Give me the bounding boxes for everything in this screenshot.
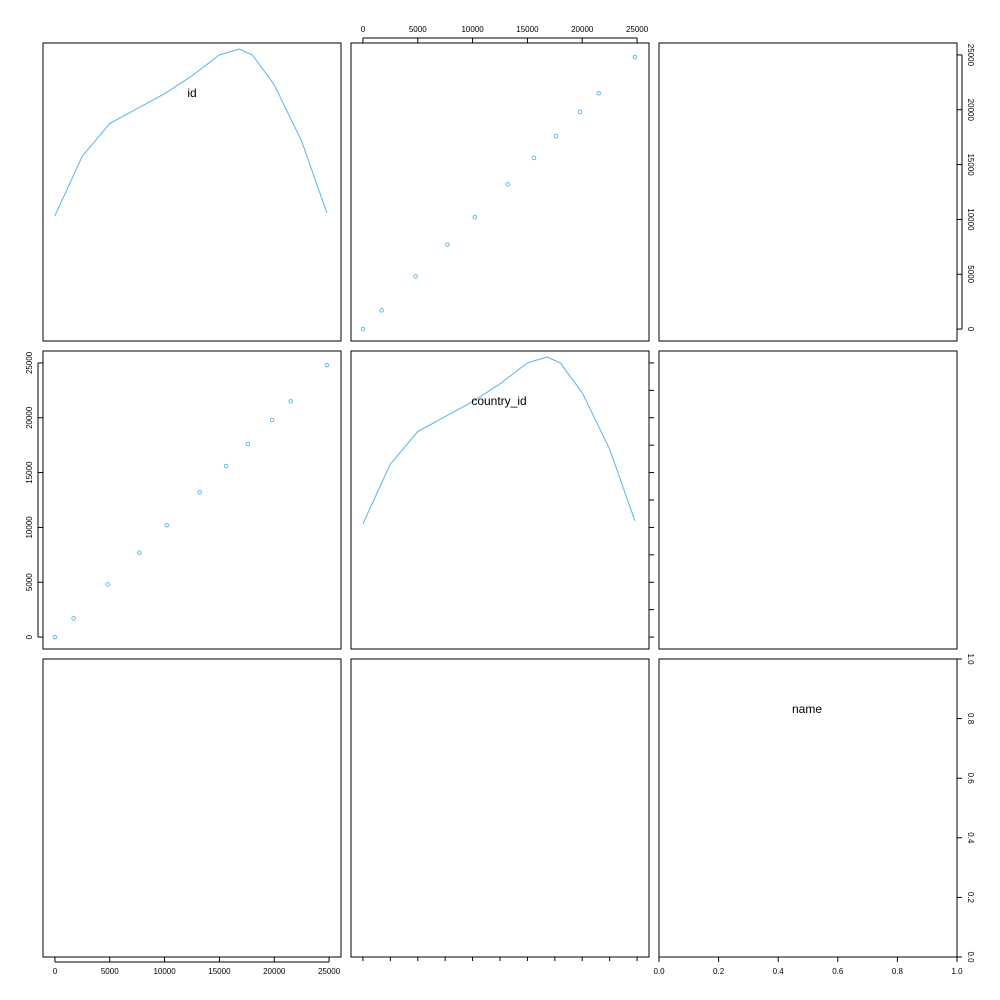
panel-id-id xyxy=(42,42,342,342)
right-axis-tick-label-unit: 0.2 xyxy=(966,892,975,904)
bottom-axis-tick-label-unit: 0.2 xyxy=(713,967,725,976)
right-axis-tick-label: 15000 xyxy=(966,153,975,176)
top-axis-tick-label: 20000 xyxy=(571,25,594,34)
scatter-point-country_id-vs-id xyxy=(105,582,110,587)
density-curve-country_id xyxy=(362,356,636,525)
bottom-axis-tick-label: 10000 xyxy=(153,967,176,976)
right-axis-tick-label-unit: 0.6 xyxy=(966,773,975,785)
top-axis-tick-label: 15000 xyxy=(516,25,539,34)
panel-id-country_id xyxy=(350,42,650,342)
bottom-axis-tick-label-unit: 0.6 xyxy=(832,967,844,976)
scatter-point-country_id-vs-id xyxy=(197,490,202,495)
top-axis-tick-label: 25000 xyxy=(626,25,649,34)
top-axis-tick-label: 10000 xyxy=(461,25,484,34)
diagonal-label-name: name xyxy=(792,702,822,716)
bottom-axis-tick-label-unit: 0.0 xyxy=(653,967,665,976)
scatter-point-country_id-vs-id xyxy=(223,463,229,469)
scatter-point-id-vs-country_id xyxy=(505,182,510,187)
bottom-axis-tick-label-unit: 1.0 xyxy=(951,967,963,976)
left-axis-tick-label: 25000 xyxy=(25,351,34,374)
scatter-point-id-vs-country_id xyxy=(379,308,384,313)
right-axis-tick-label: 10000 xyxy=(966,208,975,231)
scatter-point-country_id-vs-id xyxy=(164,522,170,528)
bottom-axis-tick-label: 20000 xyxy=(263,967,286,976)
scatter-point-country_id-vs-id xyxy=(269,417,275,423)
diagonal-label-country_id: country_id xyxy=(471,394,526,408)
panel-country_id-id xyxy=(42,350,342,650)
right-axis-tick-label-unit: 0.4 xyxy=(966,832,975,844)
bottom-axis-tick-label: 5000 xyxy=(101,967,119,976)
scatter-point-id-vs-country_id xyxy=(632,54,638,60)
scatter-point-country_id-vs-id xyxy=(71,616,76,621)
bottom-axis-tick-label: 25000 xyxy=(318,967,341,976)
panel-name-name xyxy=(658,658,958,958)
left-axis-tick-label: 15000 xyxy=(25,461,34,484)
bottom-axis-tick-label: 0 xyxy=(53,967,58,976)
scatter-point-id-vs-country_id xyxy=(577,109,583,115)
scatter-point-country_id-vs-id xyxy=(245,441,251,447)
left-axis-tick-label: 10000 xyxy=(25,516,34,539)
left-axis-tick-label: 20000 xyxy=(25,406,34,429)
right-axis-tick-label-unit: 0.0 xyxy=(966,951,975,963)
panel-country_id-name xyxy=(658,350,958,650)
panel-id-name xyxy=(658,42,958,342)
scatter-point-id-vs-country_id xyxy=(445,242,450,247)
right-axis-tick-label: 5000 xyxy=(966,265,975,283)
bottom-axis-tick-label: 15000 xyxy=(208,967,231,976)
scatter-point-id-vs-country_id xyxy=(531,155,537,161)
scatter-point-id-vs-country_id xyxy=(413,274,418,279)
panel-name-country_id xyxy=(350,658,650,958)
scatter-point-country_id-vs-id xyxy=(324,362,330,368)
density-curve-id xyxy=(54,48,328,217)
scatter-point-country_id-vs-id xyxy=(52,634,58,640)
diagonal-label-id: id xyxy=(187,86,196,100)
left-axis-tick-label: 0 xyxy=(25,634,34,639)
right-axis-tick-label-unit: 0.8 xyxy=(966,713,975,725)
scatter-point-country_id-vs-id xyxy=(137,550,142,555)
right-axis-tick-label-unit: 1.0 xyxy=(966,653,975,665)
bottom-axis-tick-label-unit: 0.8 xyxy=(892,967,904,976)
right-axis-tick-label: 0 xyxy=(966,327,975,332)
scatter-point-id-vs-country_id xyxy=(553,133,559,139)
left-axis-tick-label: 5000 xyxy=(25,573,34,591)
scatter-point-country_id-vs-id xyxy=(288,399,293,404)
bottom-axis-tick-label-unit: 0.4 xyxy=(773,967,785,976)
right-axis-tick-label: 20000 xyxy=(966,99,975,122)
panel-name-id xyxy=(42,658,342,958)
right-axis-tick-label: 25000 xyxy=(966,44,975,67)
scatter-point-id-vs-country_id xyxy=(596,91,601,96)
scatter-point-id-vs-country_id xyxy=(360,326,366,332)
top-axis-tick-label: 0 xyxy=(361,25,366,34)
scatter-point-id-vs-country_id xyxy=(472,214,478,220)
top-axis-tick-label: 5000 xyxy=(409,25,427,34)
